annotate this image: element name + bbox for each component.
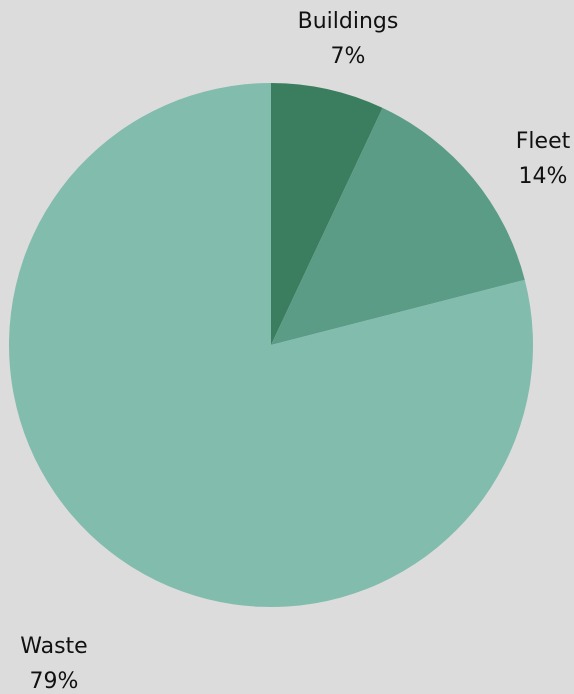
slice-label-buildings-percent: 7%: [331, 44, 366, 69]
slice-label-waste-name: Waste: [20, 634, 87, 659]
pie-slice-fleet: [271, 107, 525, 346]
slice-label-buildings-name: Buildings: [298, 9, 399, 34]
slice-label-waste: Waste 79%: [20, 634, 87, 694]
pie-slice-buildings: [271, 83, 383, 345]
slice-label-fleet: Fleet 14%: [516, 129, 571, 189]
slice-label-fleet-name: Fleet: [516, 129, 571, 154]
pie-slices: [9, 83, 534, 607]
slice-label-fleet-percent: 14%: [519, 164, 568, 189]
slice-label-buildings: Buildings 7%: [298, 9, 399, 69]
slice-label-waste-percent: 79%: [30, 669, 79, 694]
pie-slice-waste: [9, 83, 534, 607]
